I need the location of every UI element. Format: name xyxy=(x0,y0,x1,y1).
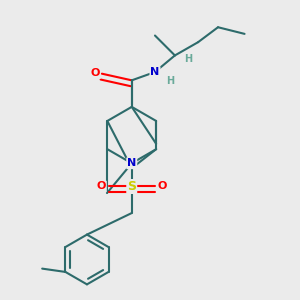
Text: N: N xyxy=(127,158,136,168)
Text: O: O xyxy=(158,182,167,191)
Text: H: H xyxy=(166,76,174,86)
Text: S: S xyxy=(127,180,136,193)
Text: N: N xyxy=(150,67,160,77)
Text: O: O xyxy=(91,68,100,78)
Text: O: O xyxy=(97,182,106,191)
Text: H: H xyxy=(184,54,192,64)
